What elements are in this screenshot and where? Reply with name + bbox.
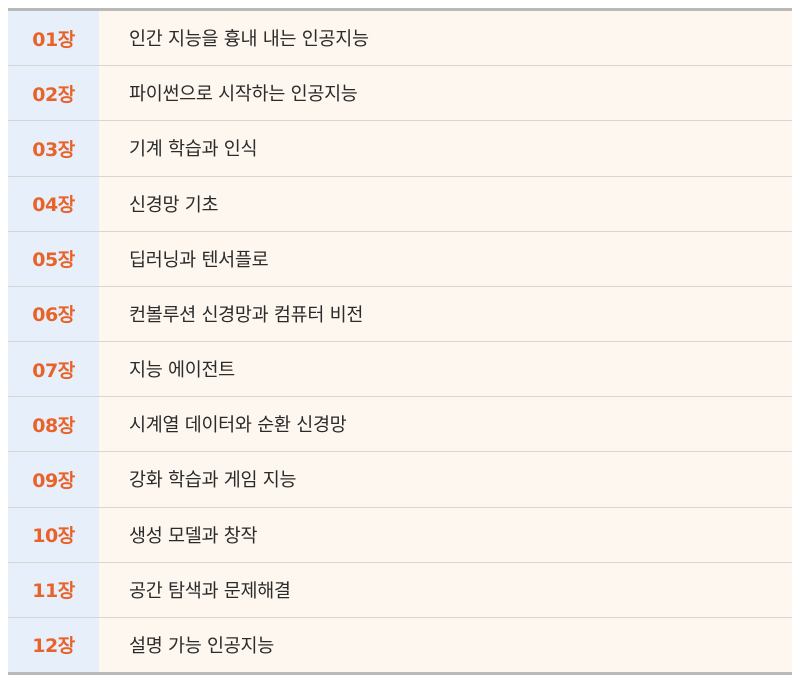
chapter-row: 06장 컨볼루션 신경망과 컴퓨터 비전 [8,286,792,343]
chapter-number: 10장 [8,507,99,562]
chapter-row: 12장 설명 가능 인공지능 [8,617,792,673]
chapter-title: 파이썬으로 시작하는 인공지능 [99,66,792,121]
chapter-number: 08장 [8,397,99,452]
chapter-title: 인간 지능을 흉내 내는 인공지능 [99,11,792,66]
chapter-row: 09장 강화 학습과 게임 지능 [8,452,792,508]
chapter-title: 시계열 데이터와 순환 신경망 [99,397,792,452]
chapter-row: 07장 지능 에이전트 [8,342,792,398]
chapter-row: 10장 생성 모델과 창작 [8,507,792,563]
chapter-title: 기계 학습과 인식 [99,121,792,176]
chapter-row: 08장 시계열 데이터와 순환 신경망 [8,397,792,453]
chapter-number: 12장 [8,617,99,673]
chapter-row: 04장 신경망 기초 [8,176,792,232]
chapter-number: 01장 [8,11,99,66]
chapter-number: 04장 [8,176,99,231]
chapter-row: 11장 공간 탐색과 문제해결 [8,562,792,618]
chapter-row: 05장 딥러닝과 텐서플로 [8,231,792,287]
chapter-number: 07장 [8,342,99,397]
chapter-number: 09장 [8,452,99,507]
chapter-number: 05장 [8,231,99,286]
chapter-title: 공간 탐색과 문제해결 [99,562,792,617]
chapter-title: 신경망 기초 [99,176,792,231]
chapter-number: 03장 [8,121,99,176]
chapter-row: 03장 기계 학습과 인식 [8,121,792,177]
chapter-number: 06장 [8,286,99,342]
table-of-contents: 01장 인간 지능을 흉내 내는 인공지능 02장 파이썬으로 시작하는 인공지… [8,8,792,675]
chapter-title: 컨볼루션 신경망과 컴퓨터 비전 [99,286,792,342]
chapter-number: 02장 [8,66,99,121]
chapter-row: 02장 파이썬으로 시작하는 인공지능 [8,66,792,122]
chapter-row: 01장 인간 지능을 흉내 내는 인공지능 [8,11,792,67]
chapter-title: 강화 학습과 게임 지능 [99,452,792,507]
chapter-title: 지능 에이전트 [99,342,792,397]
chapter-title: 딥러닝과 텐서플로 [99,231,792,286]
chapter-number: 11장 [8,562,99,617]
chapter-title: 설명 가능 인공지능 [99,617,792,673]
chapter-title: 생성 모델과 창작 [99,507,792,562]
